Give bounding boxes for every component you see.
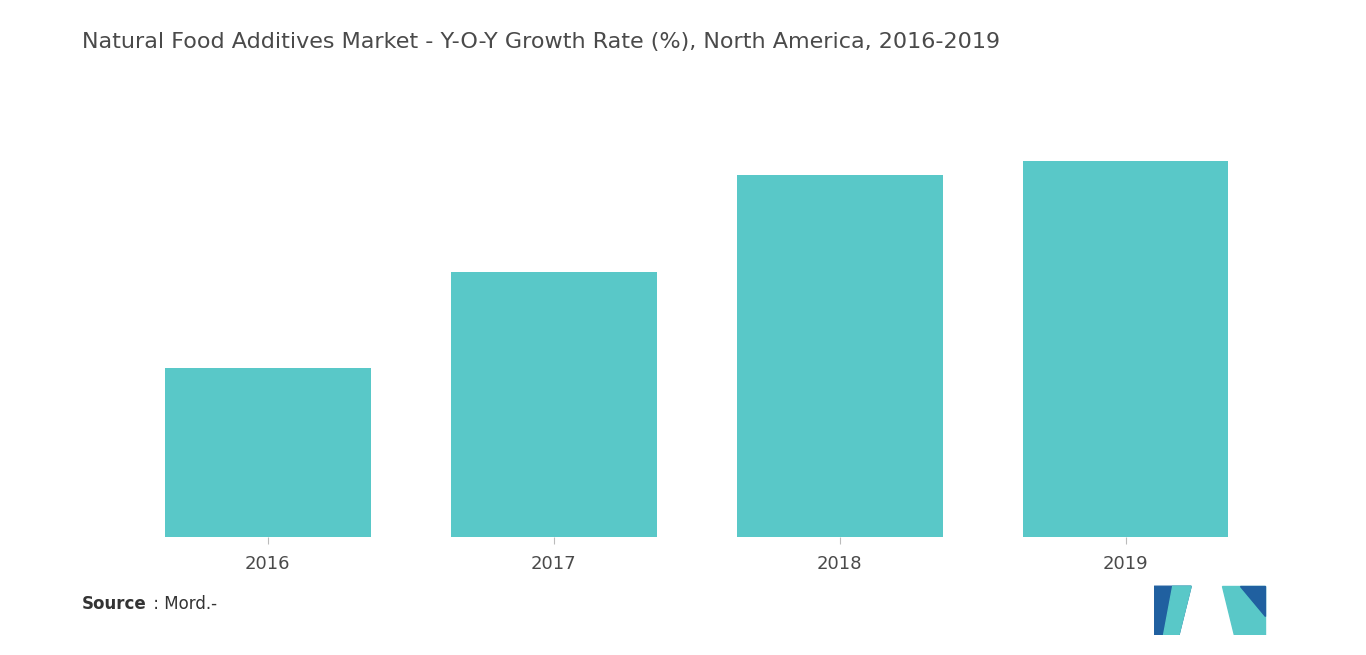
- Text: Natural Food Additives Market - Y-O-Y Growth Rate (%), North America, 2016-2019: Natural Food Additives Market - Y-O-Y Gr…: [82, 32, 1000, 52]
- Polygon shape: [1240, 586, 1265, 616]
- Bar: [165, 368, 370, 537]
- Bar: [451, 272, 657, 537]
- Text: : Mord.-: : Mord.-: [148, 595, 217, 613]
- Polygon shape: [1164, 586, 1191, 635]
- Polygon shape: [1221, 586, 1265, 635]
- Bar: [1023, 160, 1228, 537]
- Polygon shape: [1154, 586, 1191, 635]
- Bar: [736, 175, 943, 537]
- Text: Source: Source: [82, 595, 146, 613]
